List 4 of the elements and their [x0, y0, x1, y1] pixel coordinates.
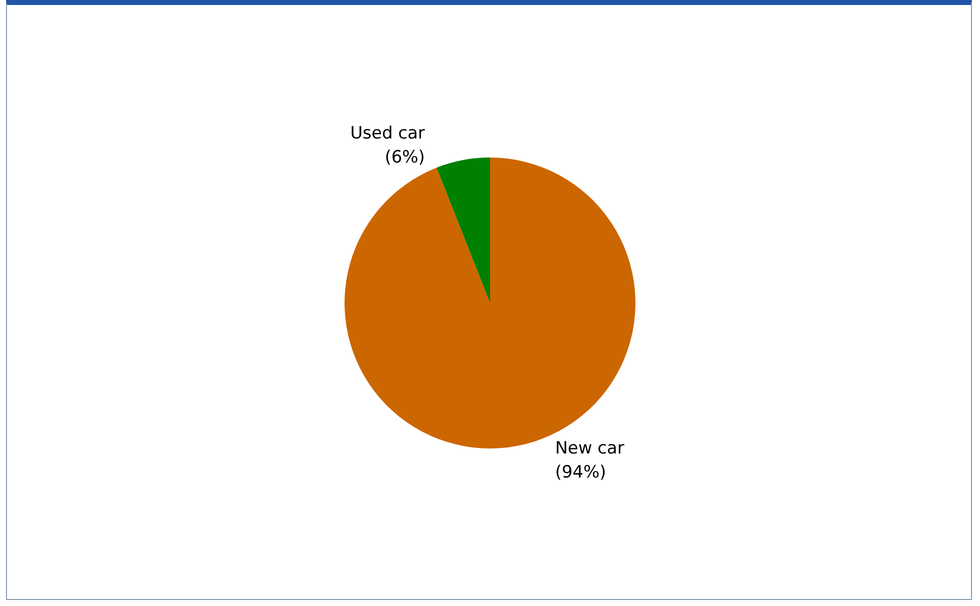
slice-label: Used car — [350, 123, 425, 144]
data-label: (6%) — [384, 147, 425, 168]
data-label: (94%) — [555, 462, 606, 483]
slice-label: New car — [555, 438, 624, 459]
